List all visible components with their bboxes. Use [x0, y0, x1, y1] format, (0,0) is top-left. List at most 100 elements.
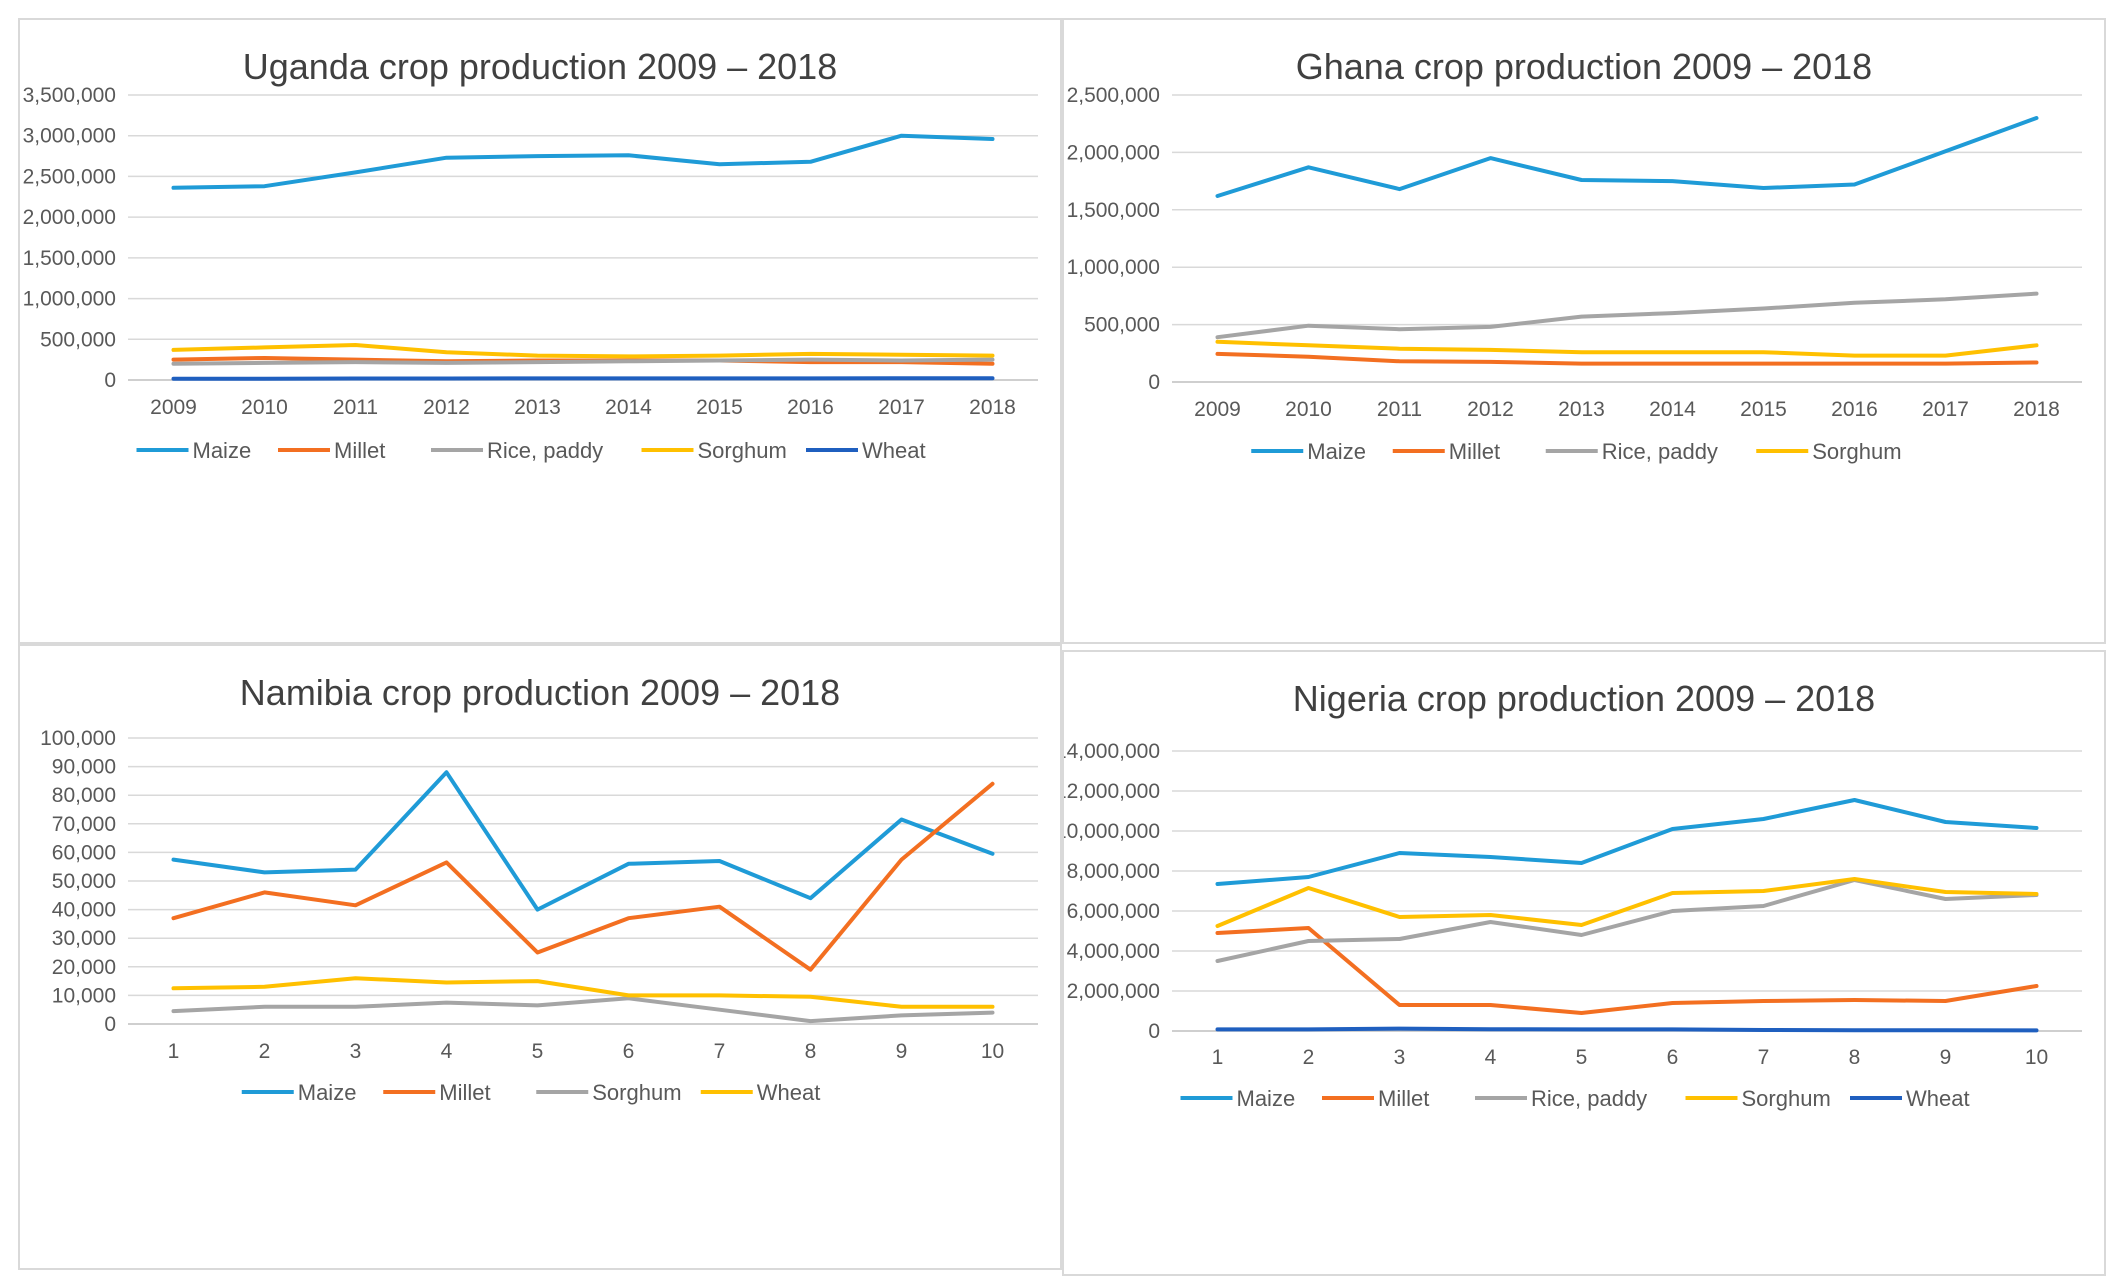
x-tick-label: 2016: [1831, 398, 1878, 421]
x-tick-label: 5: [1576, 1046, 1588, 1069]
legend-item: Millet: [278, 438, 385, 463]
ghana-chart: Ghana crop production 2009 – 2018 0 500,0…: [1062, 18, 2106, 644]
chart-title: Namibia crop production 2009 – 2018: [239, 672, 841, 713]
legend-item: Rice, paddy: [1545, 439, 1718, 464]
y-tick-label: 500,000: [40, 328, 116, 351]
x-tick-label: 2011: [333, 396, 378, 419]
y-tick-label: 1,500,000: [23, 247, 116, 270]
series-line-millet: [1215, 926, 2039, 1015]
legend-item: Maize: [1251, 439, 1366, 464]
legend-label: Millet: [439, 1080, 490, 1105]
y-tick-label: 10,000,000: [1064, 820, 1160, 843]
y-tick-label: 50,000: [52, 870, 116, 893]
legend-label: Sorghum: [1742, 1086, 1831, 1111]
x-tick-label: 2010: [241, 396, 288, 419]
uganda-chart: Uganda crop production 2009 – 2018 0 500,…: [18, 18, 1062, 644]
x-tick-label: 10: [2025, 1046, 2048, 1069]
x-tick-label: 2014: [1649, 398, 1696, 421]
x-tick-label: 2013: [1558, 398, 1605, 421]
x-tick-label: 2017: [1922, 398, 1969, 421]
legend-item: Rice, paddy: [431, 438, 603, 463]
x-tick-label: 3: [1394, 1046, 1406, 1069]
y-tick-label: 100,000: [40, 727, 116, 750]
chart-title: Nigeria crop production 2009 – 2018: [1292, 678, 1876, 719]
namibia-chart: Namibia crop production 2009 – 2018 0 10,…: [18, 644, 1062, 1270]
y-tick-label: 0: [1148, 1020, 1160, 1043]
x-tick-label: 2009: [1194, 398, 1241, 421]
legend-label: Rice, paddy: [1531, 1086, 1647, 1111]
series-line-maize: [171, 770, 995, 912]
series-line-rice-paddy: [1215, 878, 2039, 963]
x-tick-label: 2017: [878, 396, 925, 419]
x-tick-label: 2018: [969, 396, 1016, 419]
y-tick-label: 4,000,000: [1067, 940, 1160, 963]
chart-title: Uganda crop production 2009 – 2018: [242, 46, 838, 87]
y-tick-label: 2,000,000: [1067, 980, 1160, 1003]
series-line-sorghum: [171, 996, 995, 1024]
x-tick-label: 2012: [1467, 398, 1514, 421]
series-line-maize: [1215, 116, 2039, 198]
x-tick-label: 2016: [787, 396, 834, 419]
legend-label: Sorghum: [1812, 439, 1901, 464]
y-tick-label: 14,000,000: [1064, 740, 1160, 763]
series-line-rice-paddy: [171, 357, 995, 366]
legend-item: Millet: [1392, 439, 1500, 464]
legend-item: Rice, paddy: [1475, 1086, 1647, 1111]
legend-label: Rice, paddy: [1602, 439, 1718, 464]
x-tick-label: 2015: [696, 396, 743, 419]
legend-item: Wheat: [700, 1080, 821, 1105]
legend-label: Maize: [298, 1080, 357, 1105]
legend-item: Wheat: [806, 438, 926, 463]
legend-item: Maize: [1180, 1086, 1296, 1111]
legend-item: Millet: [1322, 1086, 1429, 1111]
legend-label: Rice, paddy: [487, 438, 603, 463]
x-tick-label: 2018: [2013, 398, 2060, 421]
legend-label: Millet: [1449, 439, 1500, 464]
legend-item: Sorghum: [536, 1080, 682, 1105]
y-tick-label: 30,000: [52, 927, 116, 950]
x-tick-label: 2015: [1740, 398, 1787, 421]
legend-item: Millet: [383, 1080, 491, 1105]
series-line-wheat: [1215, 1026, 2039, 1033]
series-line-maize: [1215, 798, 2039, 886]
legend-item: Maize: [241, 1080, 357, 1105]
x-tick-label: 8: [805, 1040, 817, 1063]
x-tick-label: 10: [981, 1040, 1004, 1063]
y-tick-label: 12,000,000: [1064, 780, 1160, 803]
x-tick-label: 3: [350, 1040, 362, 1063]
chart-title: Ghana crop production 2009 – 2018: [1295, 46, 1873, 87]
x-tick-label: 6: [1667, 1046, 1679, 1069]
legend-label: Wheat: [1906, 1086, 1970, 1111]
legend-label: Millet: [1378, 1086, 1429, 1111]
y-tick-label: 1,000,000: [23, 288, 116, 311]
x-tick-label: 2011: [1377, 398, 1422, 421]
y-tick-label: 2,500,000: [23, 165, 116, 188]
legend-item: Sorghum: [1756, 439, 1902, 464]
x-tick-label: 5: [532, 1040, 544, 1063]
legend-item: Maize: [136, 438, 252, 463]
y-tick-label: 2,000,000: [23, 206, 116, 229]
x-tick-label: 2009: [150, 396, 197, 419]
x-tick-label: 2010: [1285, 398, 1332, 421]
series-line-sorghum: [1215, 339, 2039, 358]
y-tick-label: 8,000,000: [1067, 860, 1160, 883]
series-line-sorghum: [1215, 877, 2039, 928]
x-tick-label: 9: [1940, 1046, 1952, 1069]
legend-label: Wheat: [757, 1080, 821, 1105]
y-tick-label: 60,000: [52, 841, 116, 864]
series-line-wheat: [171, 976, 995, 1009]
x-tick-label: 4: [1485, 1046, 1497, 1069]
legend-item: Wheat: [1850, 1086, 1970, 1111]
x-tick-label: 9: [896, 1040, 908, 1063]
series-line-maize: [171, 133, 995, 190]
y-tick-label: 90,000: [52, 756, 116, 779]
y-tick-label: 0: [1148, 371, 1160, 394]
y-tick-label: 6,000,000: [1067, 900, 1160, 923]
legend-label: Sorghum: [698, 438, 787, 463]
x-tick-label: 1: [1212, 1046, 1224, 1069]
legend-label: Maize: [1237, 1086, 1296, 1111]
legend-label: Maize: [193, 438, 252, 463]
y-tick-label: 40,000: [52, 899, 116, 922]
x-tick-label: 1: [168, 1040, 180, 1063]
nigeria-chart: Nigeria crop production 2009 – 2018 0 2,0…: [1062, 650, 2106, 1276]
